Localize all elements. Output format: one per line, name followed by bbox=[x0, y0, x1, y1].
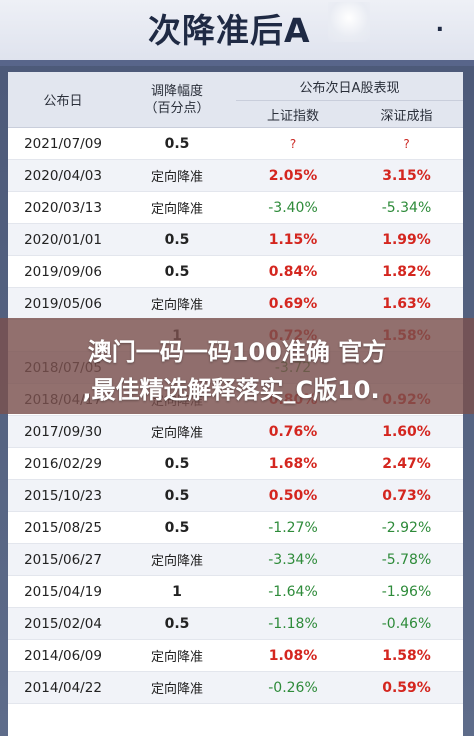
table-body: 2021/07/09 0.5?? 2020/04/03 定向降准 2.05% 3.15% 2… bbox=[8, 127, 463, 704]
table-row: 2017/09/30 定向降准 0.76% 1.60% bbox=[8, 415, 463, 448]
row-date: 2019/05/06 bbox=[8, 287, 118, 320]
table-row: 2019/05/06 定向降准 0.69% 1.63% bbox=[8, 287, 463, 320]
row-shanghai-change: 0.50% bbox=[236, 479, 350, 512]
header-date: 公布日 bbox=[8, 72, 118, 128]
row-rate-cut: 定向降准 bbox=[118, 415, 236, 448]
row-date: 2020/01/01 bbox=[8, 223, 118, 256]
row-shenzhen-change: 1.63% bbox=[350, 287, 463, 320]
row-shenzhen-change: 0.59% bbox=[350, 671, 463, 704]
row-shanghai-change: -1.18% bbox=[236, 607, 350, 640]
row-shanghai-change: 1.68% bbox=[236, 447, 350, 480]
row-date: 2015/08/25 bbox=[8, 511, 118, 544]
table-row: 2020/03/13 定向降准 -3.40% -5.34% bbox=[8, 191, 463, 224]
table-row: 2014/06/09 定向降准 1.08% 1.58% bbox=[8, 639, 463, 672]
watermark-line-1: 澳门一码一码100准确 官方 bbox=[87, 338, 387, 366]
row-shenzhen-change: 1.58% bbox=[350, 639, 463, 672]
row-date: 2015/06/27 bbox=[8, 543, 118, 576]
table-row: 2015/04/19 1 -1.64% -1.96% bbox=[8, 575, 463, 608]
row-shenzhen-change: -1.96% bbox=[350, 575, 463, 608]
row-rate-cut: 定向降准 bbox=[118, 287, 236, 320]
table-row: 2014/04/22 定向降准 -0.26% 0.59% bbox=[8, 671, 463, 704]
row-shenzhen-change: 1.99% bbox=[350, 223, 463, 256]
watermark-line-2: ,最佳精选解释落实_C版10. bbox=[82, 376, 380, 404]
header-rate-line2: （百分点） bbox=[144, 100, 210, 116]
row-date: 2014/04/22 bbox=[8, 671, 118, 704]
row-rate-cut: 0.5 bbox=[118, 127, 236, 160]
row-shanghai-change: -3.34% bbox=[236, 543, 350, 576]
table-row: 2020/04/03 定向降准 2.05% 3.15% bbox=[8, 159, 463, 192]
row-shenzhen-change: 1.82% bbox=[350, 255, 463, 288]
row-date: 2019/09/06 bbox=[8, 255, 118, 288]
row-date: 2015/02/04 bbox=[8, 607, 118, 640]
table-row: 2016/02/29 0.5 1.68% 2.47% bbox=[8, 447, 463, 480]
watermark-banner: 澳门一码一码100准确 官方 ,最佳精选解释落实_C版10. bbox=[0, 318, 474, 414]
row-shanghai-change: 0.76% bbox=[236, 415, 350, 448]
table-header: 公布日 调降幅度 （百分点） 公布次日A股表现 上证指数 深证成指 bbox=[8, 72, 463, 128]
table-row: 2019/09/06 0.5 0.84% 1.82% bbox=[8, 255, 463, 288]
row-rate-cut: 定向降准 bbox=[118, 671, 236, 704]
table-row: 2015/08/25 0.5 -1.27% -2.92% bbox=[8, 511, 463, 544]
table-row: 2015/10/23 0.5 0.50% 0.73% bbox=[8, 479, 463, 512]
row-date: 2015/10/23 bbox=[8, 479, 118, 512]
row-shenzhen-change: ? bbox=[350, 127, 463, 160]
header-shanghai-index: 上证指数 bbox=[236, 100, 350, 128]
row-shenzhen-change: 3.15% bbox=[350, 159, 463, 192]
row-rate-cut: 0.5 bbox=[118, 223, 236, 256]
row-rate-cut: 0.5 bbox=[118, 511, 236, 544]
row-shenzhen-change: 2.47% bbox=[350, 447, 463, 480]
header-rate-line1: 调降幅度 bbox=[150, 83, 203, 99]
table-row: 2021/07/09 0.5?? bbox=[8, 127, 463, 160]
row-rate-cut: 0.5 bbox=[118, 447, 236, 480]
page-title: 次降准后A bbox=[148, 11, 311, 50]
row-rate-cut: 定向降准 bbox=[118, 159, 236, 192]
row-rate-cut: 定向降准 bbox=[118, 543, 236, 576]
title-tail: . bbox=[435, 12, 444, 37]
row-shenzhen-change: -5.34% bbox=[350, 191, 463, 224]
table-row: 2015/02/04 0.5 -1.18% -0.46% bbox=[8, 607, 463, 640]
row-rate-cut: 0.5 bbox=[118, 479, 236, 512]
row-rate-cut: 1 bbox=[118, 575, 236, 608]
row-date: 2020/04/03 bbox=[8, 159, 118, 192]
row-shanghai-change: -1.64% bbox=[236, 575, 350, 608]
row-date: 2014/06/09 bbox=[8, 639, 118, 672]
row-date: 2016/02/29 bbox=[8, 447, 118, 480]
row-date: 2017/09/30 bbox=[8, 415, 118, 448]
row-date: 2020/03/13 bbox=[8, 191, 118, 224]
row-rate-cut: 定向降准 bbox=[118, 639, 236, 672]
row-shanghai-change: 1.15% bbox=[236, 223, 350, 256]
row-date: 2021/07/09 bbox=[8, 127, 118, 160]
row-shenzhen-change: 1.60% bbox=[350, 415, 463, 448]
row-shanghai-change: 0.69% bbox=[236, 287, 350, 320]
row-shanghai-change: -3.40% bbox=[236, 191, 350, 224]
header-shenzhen-index: 深证成指 bbox=[350, 100, 463, 128]
row-shanghai-change: 2.05% bbox=[236, 159, 350, 192]
row-shanghai-change: -0.26% bbox=[236, 671, 350, 704]
row-shanghai-change: -1.27% bbox=[236, 511, 350, 544]
row-shanghai-change: 0.84% bbox=[236, 255, 350, 288]
table-row: 2020/01/01 0.5 1.15% 1.99% bbox=[8, 223, 463, 256]
row-date: 2015/04/19 bbox=[8, 575, 118, 608]
row-shenzhen-change: 0.73% bbox=[350, 479, 463, 512]
row-shenzhen-change: -0.46% bbox=[350, 607, 463, 640]
table-row: 2015/06/27 定向降准 -3.34% -5.78% bbox=[8, 543, 463, 576]
row-rate-cut: 定向降准 bbox=[118, 191, 236, 224]
row-shanghai-change: ? bbox=[236, 127, 350, 160]
title-banner: 次降准后A . bbox=[0, 0, 474, 66]
row-shenzhen-change: -5.78% bbox=[350, 543, 463, 576]
row-shanghai-change: 1.08% bbox=[236, 639, 350, 672]
row-rate-cut: 0.5 bbox=[118, 255, 236, 288]
row-shenzhen-change: -2.92% bbox=[350, 511, 463, 544]
header-next-day-performance: 公布次日A股表现 bbox=[236, 72, 463, 101]
row-rate-cut: 0.5 bbox=[118, 607, 236, 640]
header-rate: 调降幅度 （百分点） bbox=[118, 72, 236, 128]
title-glare bbox=[328, 2, 370, 42]
